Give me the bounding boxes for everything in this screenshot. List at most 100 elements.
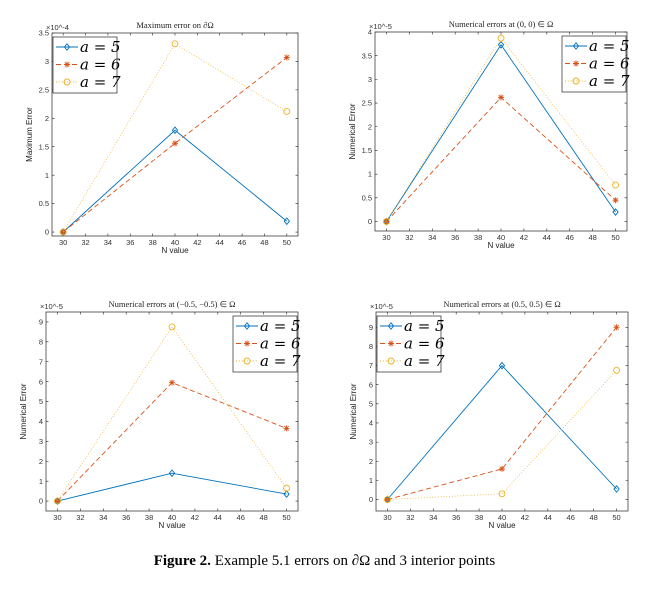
chart-title: Numerical errors at (0, 0) ∈ Ω	[449, 19, 554, 29]
y-tick-label: 0	[45, 228, 49, 237]
x-tick-label: 40	[497, 233, 505, 242]
series-a5	[384, 361, 620, 504]
legend-box	[376, 315, 442, 373]
figure-caption: Figure 2. Example 5.1 errors on ∂Ω and 3…	[0, 553, 649, 570]
y-tick-label: 2	[39, 457, 43, 466]
legend-box	[232, 315, 298, 373]
x-tick-label: 38	[145, 513, 153, 522]
diamond-marker	[243, 322, 251, 330]
diamond-marker	[387, 322, 395, 330]
asterisk-marker	[499, 465, 505, 472]
x-tick-label: 36	[452, 513, 460, 522]
caption-label: Figure 2.	[153, 553, 211, 569]
legend-entry-label: a = 6	[589, 55, 630, 73]
series-a7	[383, 34, 619, 225]
x-tick-label: 36	[451, 233, 459, 242]
y-tick-label: 3	[369, 438, 373, 447]
x-tick-label: 36	[122, 513, 130, 522]
x-tick-label: 38	[148, 238, 156, 247]
x-tick-label: 38	[475, 513, 483, 522]
x-tick-label: 32	[81, 238, 89, 247]
x-tick-label: 30	[59, 238, 67, 247]
y-tick-label: 8	[39, 337, 43, 346]
y-axis-label: Numerical Error	[349, 383, 358, 439]
circle-marker	[613, 366, 620, 374]
asterisk-marker	[64, 61, 70, 68]
y-tick-label: 0.5	[39, 199, 49, 208]
circle-marker	[54, 497, 61, 505]
x-tick-label: 42	[191, 513, 199, 522]
y-tick-label: 1	[45, 171, 49, 180]
chart-title: Maximum error on ∂Ω	[136, 20, 213, 30]
series-line	[387, 364, 617, 500]
diamond-marker	[572, 42, 580, 50]
legend-box	[561, 35, 627, 93]
legend-entry-label: a = 6	[80, 56, 121, 74]
series-a6	[54, 379, 290, 505]
series-line	[386, 37, 616, 222]
y-tick-label: 1	[368, 170, 372, 179]
series-line	[62, 129, 288, 233]
asterisk-marker	[388, 340, 394, 347]
x-axis-label: N value	[161, 246, 189, 255]
circle-marker	[383, 218, 390, 225]
legend-entry-label: a = 7	[80, 73, 121, 91]
x-tick-label: 44	[214, 513, 222, 522]
y-tick-label: 5	[369, 399, 373, 408]
series-a7	[59, 40, 291, 236]
x-tick-label: 46	[237, 513, 245, 522]
subplot-1: 30 32 34 36 38 40 42 44 46 48 50 0 0.5 1 1.5 2 2.5 3 3.5 N …	[25, 20, 299, 255]
circle-marker	[612, 181, 619, 189]
diamond-marker	[63, 43, 71, 51]
legend: a = 5a = 6a = 7	[52, 36, 121, 94]
x-tick-label: 40	[168, 513, 176, 522]
y-axis-label: Numerical Error	[19, 383, 28, 439]
legend-entry-label: a = 5	[80, 38, 121, 56]
diamond-marker	[171, 126, 179, 135]
subplot-2: 30 32 34 36 38 40 42 44 46 48 50 0 0.5 1 1.5 2 2.5 3 3.5 4 N…	[348, 19, 630, 250]
legend-entry-label: a = 6	[404, 335, 445, 353]
y-tick-label: 1.5	[362, 146, 372, 155]
y-tick-label: 0	[368, 217, 372, 226]
y-tick-label: 3	[45, 57, 49, 66]
circle-marker	[168, 323, 176, 331]
diamond-marker	[497, 40, 505, 49]
asterisk-marker	[60, 229, 67, 236]
x-tick-label: 46	[238, 238, 246, 247]
x-tick-label: 48	[259, 513, 267, 522]
y-tick-label: 4	[369, 419, 373, 428]
legend-entry-label: a = 6	[260, 335, 301, 353]
y-tick-label: 7	[369, 361, 373, 370]
x-tick-label: 40	[171, 238, 179, 247]
y-axis-label: Numerical Error	[348, 103, 357, 159]
x-tick-label: 36	[126, 238, 134, 247]
diamond-marker	[283, 490, 290, 498]
circle-marker	[283, 108, 291, 115]
x-tick-label: 50	[282, 513, 290, 522]
y-tick-label: 1.5	[39, 142, 49, 151]
x-tick-label: 40	[498, 513, 506, 522]
circle-marker	[243, 357, 251, 365]
series-line	[387, 370, 617, 500]
asterisk-marker	[498, 94, 504, 101]
circle-marker	[283, 484, 290, 492]
circle-marker	[171, 40, 179, 48]
diamond-marker	[498, 361, 506, 370]
legend-entry-label: a = 7	[260, 352, 301, 370]
legend-box	[52, 36, 118, 94]
series-line	[62, 57, 288, 233]
x-tick-label: 32	[405, 233, 413, 242]
series-line	[386, 43, 616, 222]
asterisk-marker	[169, 379, 175, 386]
asterisk-marker	[172, 140, 178, 147]
series-line	[57, 472, 287, 502]
circle-marker	[498, 490, 506, 498]
legend-entry-label: a = 5	[589, 37, 630, 55]
diamond-marker	[613, 485, 620, 493]
x-tick-label: 46	[567, 513, 575, 522]
asterisk-marker	[283, 54, 290, 61]
x-tick-label: 32	[76, 513, 84, 522]
